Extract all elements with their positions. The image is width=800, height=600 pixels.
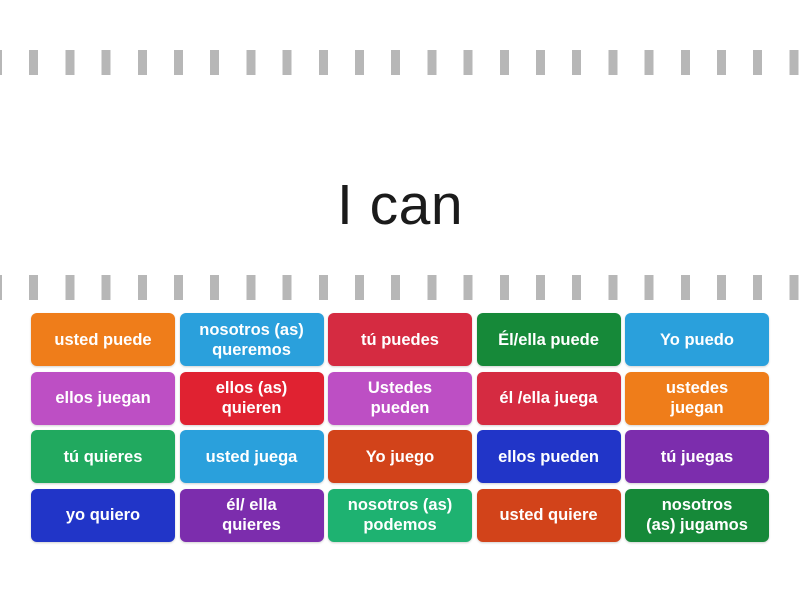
answer-tile[interactable]: ellos juegan	[31, 371, 175, 425]
answer-tile[interactable]: usted juega	[179, 430, 324, 483]
answer-tile[interactable]: nosotros (as) podemos	[328, 488, 472, 542]
answer-tile[interactable]: Él/ella puede	[476, 313, 621, 366]
answer-tile[interactable]: Ustedes pueden	[328, 371, 472, 425]
page-title: I can	[336, 173, 464, 238]
answer-tile[interactable]: él /ella juega	[476, 371, 621, 425]
answer-tile[interactable]: tú quieres	[31, 430, 175, 483]
answer-tile[interactable]: Yo juego	[328, 430, 472, 483]
answer-tile[interactable]: nosotros (as) queremos	[179, 313, 324, 366]
answer-tile[interactable]: ellos pueden	[476, 430, 621, 483]
answer-tile[interactable]: tú juegas	[625, 430, 769, 483]
dashed-divider-middle	[0, 275, 800, 300]
answer-tile[interactable]: nosotros (as) jugamos	[625, 488, 769, 542]
answer-tile[interactable]: usted puede	[31, 313, 175, 366]
answer-tile[interactable]: ustedes juegan	[625, 371, 769, 425]
answer-tile[interactable]: usted quiere	[476, 488, 621, 542]
answer-tile[interactable]: yo quiero	[31, 488, 175, 542]
dashed-divider-top	[0, 50, 800, 75]
answer-tile[interactable]: Yo puedo	[625, 313, 769, 366]
answer-tile-grid: usted puede nosotros (as) queremos tú pu…	[31, 313, 769, 542]
answer-tile[interactable]: ellos (as) quieren	[179, 371, 324, 425]
answer-tile[interactable]: él/ ella quieres	[179, 488, 324, 542]
answer-tile[interactable]: tú puedes	[328, 313, 472, 366]
